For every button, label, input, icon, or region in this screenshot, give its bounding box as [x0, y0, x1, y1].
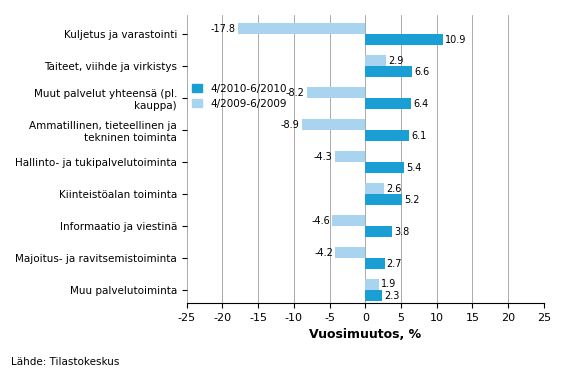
Text: -4.3: -4.3 [314, 151, 332, 161]
Text: -17.8: -17.8 [211, 24, 236, 34]
Text: 6.1: 6.1 [411, 131, 426, 141]
Text: -4.6: -4.6 [311, 216, 330, 226]
Text: 2.9: 2.9 [388, 56, 404, 66]
Bar [365, 279, 379, 290]
Text: -8.9: -8.9 [281, 119, 299, 129]
Text: 10.9: 10.9 [445, 35, 467, 45]
Text: 6.6: 6.6 [414, 67, 430, 77]
Bar [365, 130, 409, 141]
Text: 2.6: 2.6 [386, 184, 401, 194]
Bar [365, 66, 413, 78]
Bar [365, 162, 404, 173]
X-axis label: Vuosimuutos, %: Vuosimuutos, % [309, 328, 421, 341]
Bar [365, 258, 384, 269]
Legend: 4/2010-6/2010, 4/2009-6/2009: 4/2010-6/2010, 4/2009-6/2009 [192, 83, 287, 109]
Text: 1.9: 1.9 [381, 279, 396, 289]
Text: -4.2: -4.2 [314, 247, 333, 257]
Bar [365, 34, 443, 45]
Bar [335, 247, 365, 258]
Text: 5.4: 5.4 [406, 163, 421, 173]
Bar [238, 23, 365, 34]
Text: 2.3: 2.3 [384, 291, 399, 301]
Text: Lähde: Tilastokeskus: Lähde: Tilastokeskus [11, 357, 119, 367]
Bar [365, 226, 392, 237]
Bar [365, 55, 386, 66]
Bar [302, 119, 365, 130]
Text: 2.7: 2.7 [387, 259, 402, 269]
Bar [332, 215, 365, 226]
Text: 5.2: 5.2 [405, 195, 420, 205]
Bar [307, 87, 365, 98]
Bar [365, 194, 402, 205]
Bar [335, 151, 365, 162]
Text: -8.2: -8.2 [286, 88, 305, 98]
Text: 3.8: 3.8 [395, 227, 410, 237]
Bar [365, 98, 411, 109]
Bar [365, 290, 381, 301]
Text: 6.4: 6.4 [413, 99, 428, 109]
Bar [365, 183, 384, 194]
